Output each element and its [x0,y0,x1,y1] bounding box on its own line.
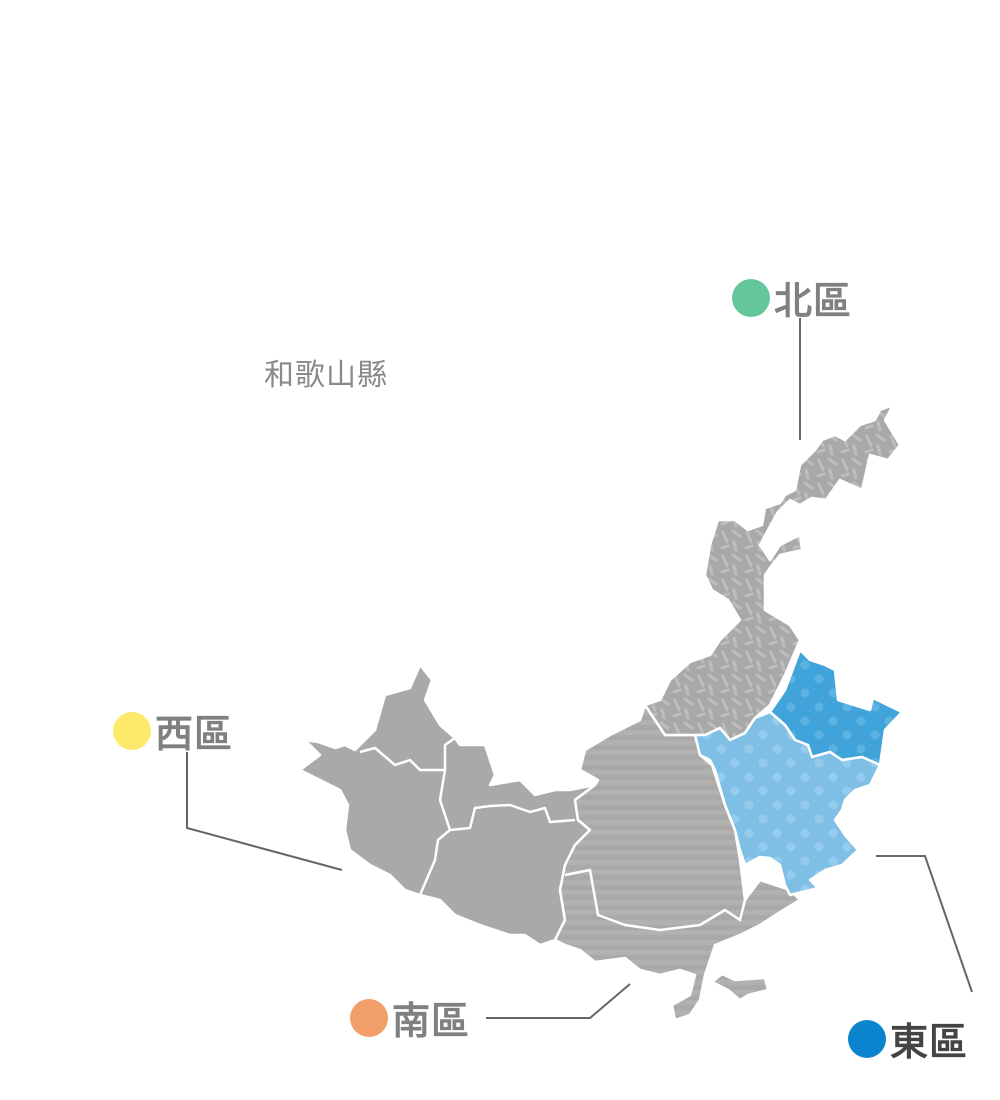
region-west[interactable] [298,663,597,947]
south-dot-icon [350,998,388,1037]
legend-west[interactable]: 西區 [113,703,233,758]
east-dot-icon [848,1019,886,1058]
leader-east [876,855,973,993]
legend-north-label: 北區 [774,279,853,323]
legend-west-label: 西區 [155,712,234,756]
region-south-island[interactable] [710,972,770,1002]
north-dot-icon [732,278,770,317]
prefecture-label: 和歌山縣 [264,358,388,393]
leader-west [186,752,343,871]
south-boundary-line [564,868,747,932]
legend-east[interactable]: 東區 [848,1011,968,1066]
legend-north[interactable]: 北區 [732,270,852,325]
region-south[interactable] [553,703,802,1022]
west-boundary-line [449,803,576,832]
region-north[interactable] [643,403,902,742]
legend-south[interactable]: 南區 [350,990,470,1045]
west-boundary-line [359,736,456,772]
legend-east-label: 東區 [890,1020,969,1064]
leader-south [486,983,631,1019]
legend-south-label: 南區 [392,999,471,1043]
west-boundary-line [418,769,452,896]
region-east-south[interactable] [693,710,882,897]
west-dot-icon [113,711,151,750]
